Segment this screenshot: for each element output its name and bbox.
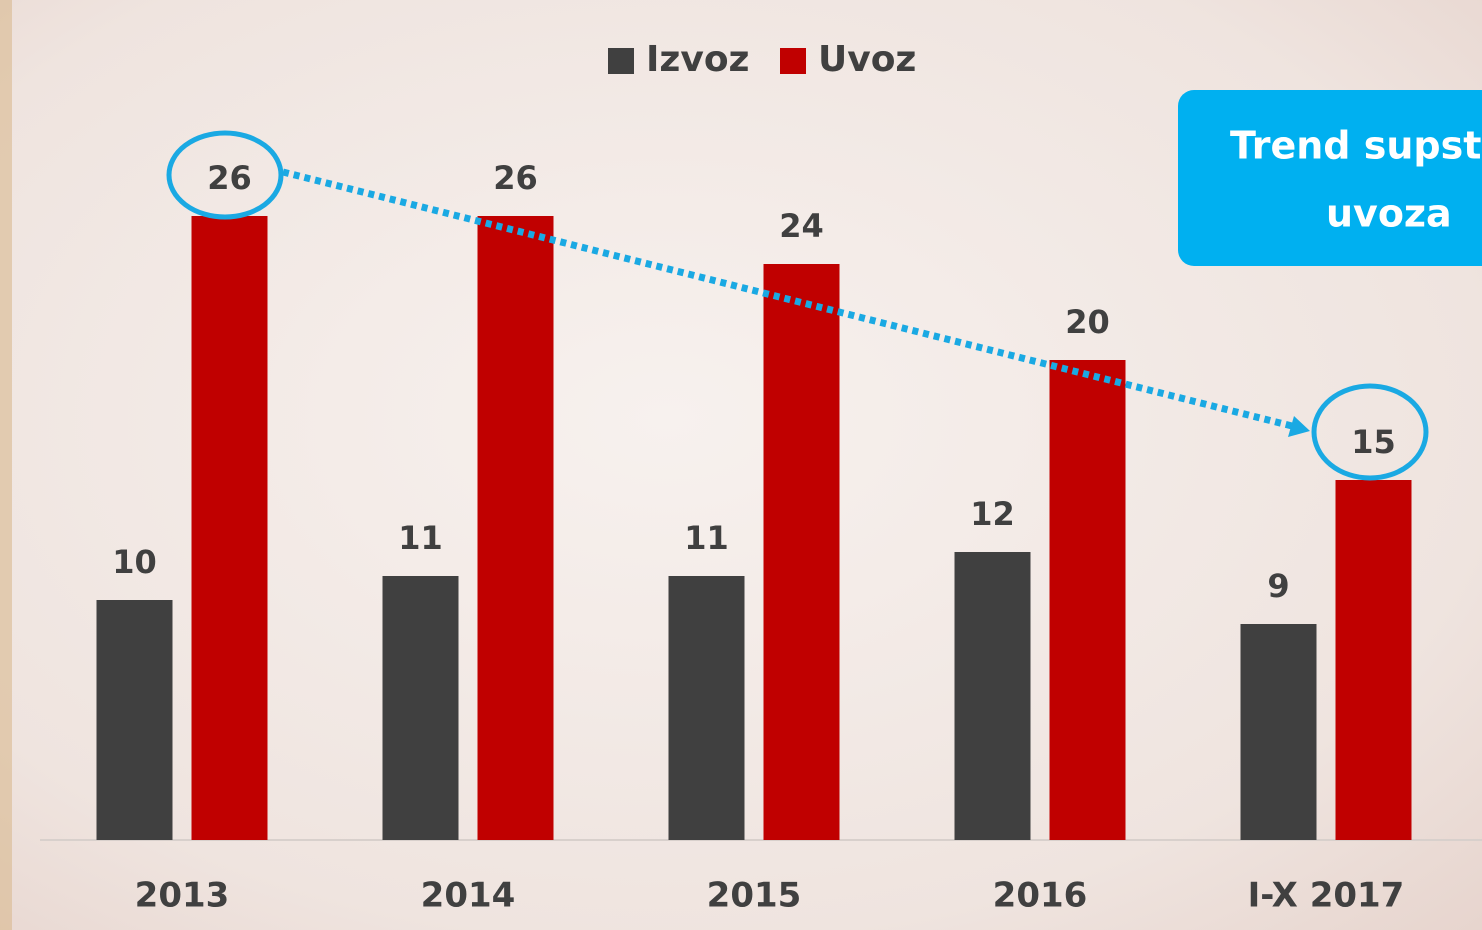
legend-label: Izvoz — [646, 39, 750, 80]
x-tick-label: 2016 — [993, 876, 1088, 916]
bar — [97, 600, 173, 840]
data-label: 24 — [779, 207, 824, 245]
data-label: 26 — [493, 159, 538, 197]
bar — [1241, 624, 1317, 840]
x-tick-label: I-X 2017 — [1248, 876, 1405, 916]
data-label: 9 — [1267, 567, 1289, 605]
x-tick-label: 2013 — [135, 876, 230, 916]
data-label: 26 — [207, 159, 252, 197]
background-edge — [0, 0, 12, 930]
bar — [1336, 480, 1412, 840]
bar — [383, 576, 459, 840]
data-label: 20 — [1065, 303, 1110, 341]
callout-text: uvoza — [1326, 192, 1452, 236]
chart: 2013 10 26 2014 11 26 2015 11 24 2016 12 20 I-X 2017… — [0, 0, 1482, 930]
bar — [955, 552, 1031, 840]
page: 2013 10 26 2014 11 26 2015 11 24 2016 12 20 I-X 2017… — [0, 0, 1482, 930]
bar — [1050, 360, 1126, 840]
callout-text: Trend supst — [1230, 124, 1481, 168]
data-label: 11 — [398, 519, 443, 557]
bar — [192, 216, 268, 840]
callout-box — [1178, 90, 1482, 266]
data-label: 10 — [112, 543, 157, 581]
data-label: 15 — [1351, 423, 1396, 461]
bar — [669, 576, 745, 840]
data-label: 11 — [684, 519, 729, 557]
bar — [478, 216, 554, 840]
data-label: 12 — [970, 495, 1015, 533]
bar — [764, 264, 840, 840]
legend-label: Uvoz — [818, 39, 916, 80]
legend-swatch — [780, 48, 806, 74]
legend-swatch — [608, 48, 634, 74]
x-tick-label: 2014 — [421, 876, 516, 916]
x-tick-label: 2015 — [707, 876, 802, 916]
